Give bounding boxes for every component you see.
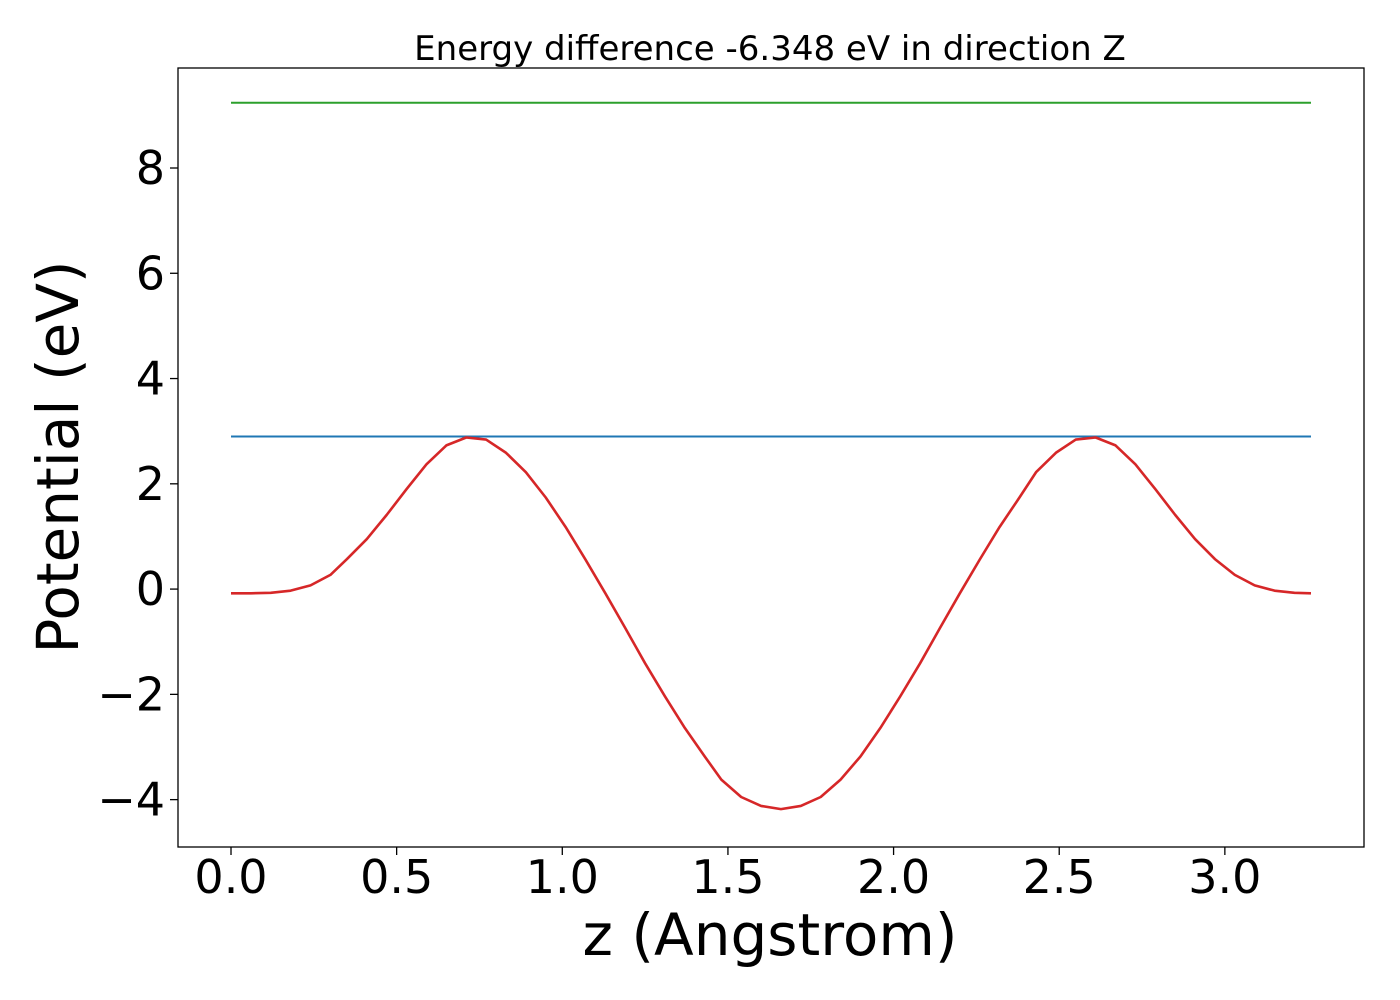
x-tick-label: 0.5	[360, 850, 433, 904]
y-tick-label: 6	[136, 246, 165, 300]
y-tick-label: 2	[136, 457, 165, 511]
x-axis-label: z (Angstrom)	[583, 901, 958, 969]
y-tick-label: 8	[136, 141, 165, 195]
x-tick-label: 3.0	[1188, 850, 1261, 904]
y-tick-label: −4	[97, 773, 165, 827]
plot-area	[231, 101, 1312, 811]
y-axis: −4 −2 0 2 4 6 8	[97, 141, 178, 827]
y-axis-label: Potential (eV)	[24, 260, 92, 653]
x-tick-label: 2.0	[857, 850, 930, 904]
x-tick-label: 2.5	[1023, 850, 1096, 904]
x-tick-label: 1.5	[691, 850, 764, 904]
y-tick-label: −2	[97, 667, 165, 721]
y-tick-label: 4	[136, 352, 165, 406]
x-axis: 0.0 0.5 1.0 1.5 2.0 2.5 3.0	[194, 847, 1261, 904]
y-tick-label: 0	[136, 562, 165, 616]
x-tick-label: 0.0	[194, 850, 267, 904]
plot-frame	[177, 67, 1365, 848]
x-tick-label: 1.0	[526, 850, 599, 904]
series-line-2	[231, 436, 1312, 811]
chart-title: Energy difference -6.348 eV in direction…	[414, 29, 1126, 69]
